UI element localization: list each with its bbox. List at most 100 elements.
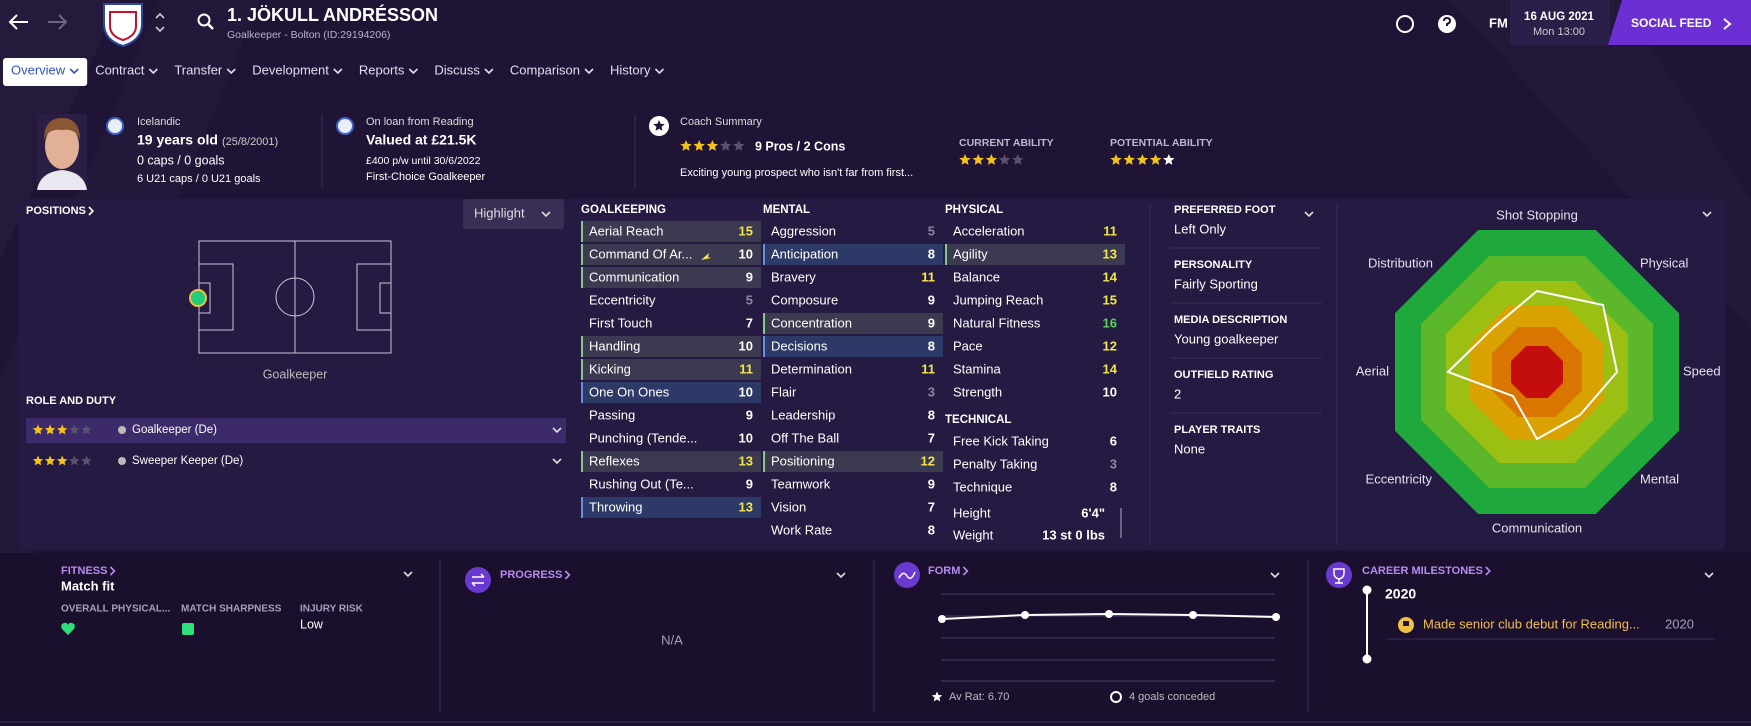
label: 2020: [1665, 616, 1694, 631]
attribute-name: Jumping Reach: [953, 292, 1043, 307]
form-point: [1105, 610, 1113, 618]
star: [706, 140, 719, 151]
tab[interactable]: Overview: [11, 62, 66, 77]
chevron[interactable]: [654, 68, 665, 75]
attribute-highlight: [763, 336, 943, 357]
form-icon-mark: [898, 571, 916, 579]
tab[interactable]: Discuss: [434, 62, 480, 77]
chevron[interactable]: [1704, 572, 1714, 579]
attribute-value: 10: [739, 384, 753, 399]
section-title[interactable]: POSITIONS: [26, 205, 86, 217]
chevron[interactable]: [408, 68, 418, 75]
chevron[interactable]: [1304, 211, 1314, 218]
tab[interactable]: History: [610, 62, 651, 77]
attribute-name: Teamwork: [771, 476, 831, 491]
attribute-name: Composure: [771, 292, 838, 307]
search-icon[interactable]: [197, 13, 211, 27]
attribute-value: 9: [746, 476, 753, 491]
info-icon: [118, 426, 126, 434]
attribute-value: 15: [1103, 292, 1117, 307]
tab[interactable]: Reports: [359, 62, 405, 77]
attribute-value: 8: [928, 522, 935, 537]
attribute-value: 5: [746, 292, 753, 307]
attribute-highlight: [581, 221, 761, 242]
star: [959, 154, 971, 165]
profile-label: PREFERRED FOOT: [1174, 204, 1276, 216]
chevron[interactable]: [1270, 572, 1280, 579]
forward-button[interactable]: [48, 14, 68, 30]
chevron: [88, 206, 95, 216]
section-title: ROLE AND DUTY: [26, 395, 117, 407]
chevron[interactable]: [552, 458, 562, 465]
globe-icon[interactable]: [1396, 15, 1414, 33]
social-feed-label[interactable]: SOCIAL FEED: [1631, 16, 1712, 30]
tab[interactable]: Comparison: [510, 62, 580, 77]
attribute-highlight-edge: [763, 451, 765, 472]
social-feed-button[interactable]: [1608, 0, 1751, 45]
attribute-highlight: [581, 336, 761, 357]
attribute-name: Passing: [589, 407, 635, 422]
section-title[interactable]: FORM: [928, 565, 960, 577]
chevron[interactable]: [226, 68, 236, 75]
chevron: [1485, 566, 1491, 576]
chevron[interactable]: [584, 68, 594, 75]
tab[interactable]: Development: [252, 62, 329, 77]
attribute-value: 9: [928, 292, 935, 307]
fm-menu[interactable]: FM: [1489, 15, 1508, 30]
attribute-highlight-edge: [581, 221, 583, 242]
star: [998, 154, 1011, 165]
form-point: [1021, 611, 1029, 619]
chevron[interactable]: [836, 572, 846, 579]
player-shirt: [37, 170, 87, 190]
tab[interactable]: Transfer: [174, 62, 223, 77]
chevron[interactable]: [1702, 211, 1712, 218]
star: [69, 424, 80, 435]
chevron[interactable]: [484, 68, 494, 75]
flag-icon: [106, 117, 124, 135]
attribute-value: 8: [1110, 479, 1117, 494]
star: [1123, 154, 1135, 165]
attribute-value: 11: [739, 361, 753, 376]
attribute-value: 7: [928, 430, 935, 445]
goal-box: [379, 282, 392, 314]
chevron[interactable]: [148, 68, 158, 75]
attribute-highlight-edge: [763, 244, 765, 265]
attribute-highlight: [581, 244, 761, 265]
role-row[interactable]: [26, 418, 566, 443]
label: Icelandic: [137, 116, 181, 128]
label: Valued at £21.5K: [366, 132, 477, 148]
active-tab: [3, 58, 88, 86]
attribute-highlight: [581, 359, 761, 380]
label: Made senior club debut for Reading...: [1423, 616, 1640, 631]
chevron[interactable]: [333, 68, 343, 75]
profile-value: 2: [1174, 386, 1181, 401]
section-title[interactable]: PROGRESS: [500, 569, 562, 581]
attribute-name: Handling: [589, 338, 640, 353]
chevron[interactable]: [552, 427, 562, 434]
attribute-value: 8: [928, 246, 935, 261]
chevron[interactable]: [69, 68, 79, 75]
tab[interactable]: Contract: [95, 62, 145, 77]
attribute-name: Leadership: [771, 407, 835, 422]
attribute-name: Punching (Tende...: [589, 430, 697, 445]
section-title[interactable]: FITNESS: [61, 565, 107, 577]
highlight-button[interactable]: [463, 199, 564, 229]
star: [693, 140, 705, 151]
label: POTENTIAL ABILITY: [1110, 137, 1213, 149]
attribute-name: Eccentricity: [589, 292, 656, 307]
chevron[interactable]: [403, 571, 413, 578]
star: [931, 691, 943, 702]
chevron[interactable]: [541, 211, 551, 218]
radar-label: Shot Stopping: [1496, 207, 1578, 222]
attribute-value: 7: [928, 499, 935, 514]
help-icon-mark: [1443, 16, 1452, 26]
attribute-value: 9: [928, 315, 935, 330]
attribute-highlight-edge: [581, 359, 583, 380]
back-button[interactable]: [8, 14, 28, 30]
attribute-highlight: [763, 244, 943, 265]
attribute-value: 12: [921, 453, 935, 468]
attribute-name: Technique: [953, 479, 1012, 494]
attribute-highlight-edge: [581, 382, 583, 403]
section-title[interactable]: CAREER MILESTONES: [1362, 565, 1483, 577]
